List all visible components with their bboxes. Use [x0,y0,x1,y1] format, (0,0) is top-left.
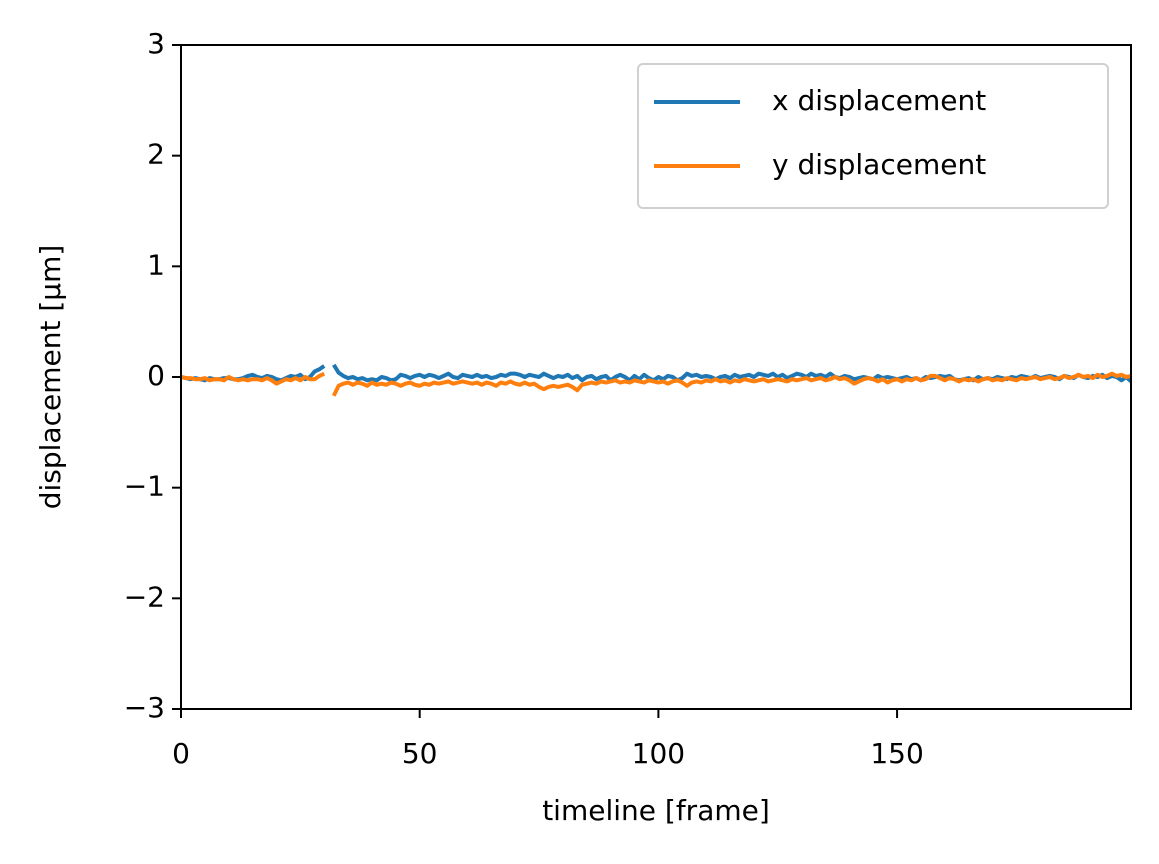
y-tick-label: 3 [147,27,165,60]
y-axis-label: displacement [μm] [34,245,67,510]
legend-box [637,63,1109,209]
x-tick-label: 150 [870,737,923,770]
series-line [181,371,1131,397]
y-tick-label: 0 [147,359,165,392]
plot-frame [180,44,1132,710]
x-axis-label: timeline [frame] [542,794,770,827]
y-tick-label: 2 [147,138,165,171]
y-tick-label: 1 [147,248,165,281]
x-tick-label: 100 [632,737,685,770]
legend-label: y displacement [772,148,986,181]
series-line [181,363,1131,383]
y-tick-label: −2 [124,580,165,613]
y-tick-label: −3 [124,691,165,724]
y-tick-label: −1 [124,470,165,503]
x-tick-label: 50 [402,737,438,770]
legend: x displacement y displacement [637,63,1109,209]
x-tick-label: 0 [172,737,190,770]
legend-label: x displacement [772,84,986,117]
plot-lines [181,363,1131,397]
